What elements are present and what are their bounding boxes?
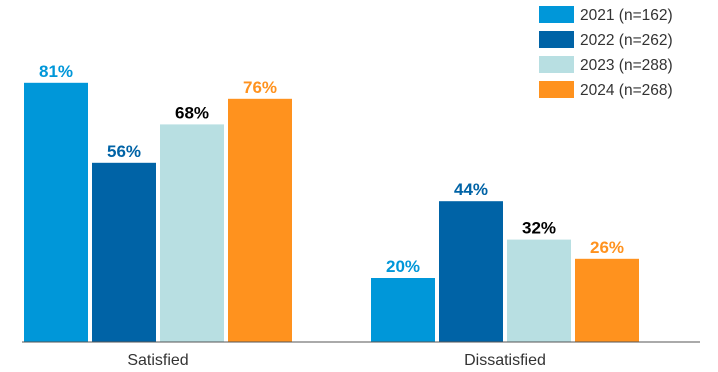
legend-label-2021: 2021 (n=162)	[580, 7, 673, 24]
legend: 2021 (n=162) 2022 (n=262) 2023 (n=288) 2024…	[539, 6, 673, 99]
legend-swatch-2022	[539, 31, 574, 48]
value-label-satisfied-2022: 56%	[107, 142, 141, 161]
bar-dissatisfied-2022	[439, 201, 503, 342]
category-label-satisfied: Satisfied	[127, 352, 188, 369]
legend-swatch-2021	[539, 6, 574, 23]
legend-swatch-2023	[539, 56, 574, 73]
legend-label-2024: 2024 (n=268)	[580, 82, 673, 99]
category-label-dissatisfied: Dissatisfied	[464, 352, 546, 369]
bar-satisfied-2022	[92, 162, 156, 342]
bar-dissatisfied-2021	[371, 278, 435, 342]
bar-dissatisfied-2024	[575, 258, 639, 342]
bar-satisfied-2023	[160, 124, 224, 343]
legend-swatch-2024	[539, 81, 574, 98]
value-labels-group: 81% 56% 68% 76% 20% 44% 32% 26%	[39, 62, 624, 276]
value-label-dissatisfied-2024: 26%	[590, 238, 624, 257]
value-label-satisfied-2021: 81%	[39, 62, 73, 81]
value-label-dissatisfied-2022: 44%	[454, 180, 488, 199]
bar-satisfied-2021	[24, 82, 88, 343]
value-label-satisfied-2024: 76%	[243, 78, 277, 97]
bar-dissatisfied-2023	[507, 239, 571, 342]
bars-group	[24, 82, 639, 343]
value-label-dissatisfied-2023: 32%	[522, 219, 556, 238]
value-label-dissatisfied-2021: 20%	[386, 257, 420, 276]
category-labels-group: Satisfied Dissatisfied	[127, 352, 546, 369]
legend-label-2022: 2022 (n=262)	[580, 32, 673, 49]
value-label-satisfied-2023: 68%	[175, 103, 209, 122]
legend-label-2023: 2023 (n=288)	[580, 57, 673, 74]
bar-satisfied-2024	[228, 98, 292, 342]
